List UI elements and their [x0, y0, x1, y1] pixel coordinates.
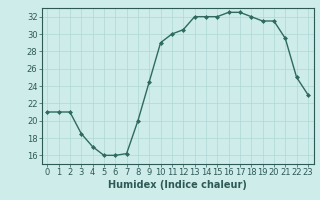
X-axis label: Humidex (Indice chaleur): Humidex (Indice chaleur) — [108, 180, 247, 190]
